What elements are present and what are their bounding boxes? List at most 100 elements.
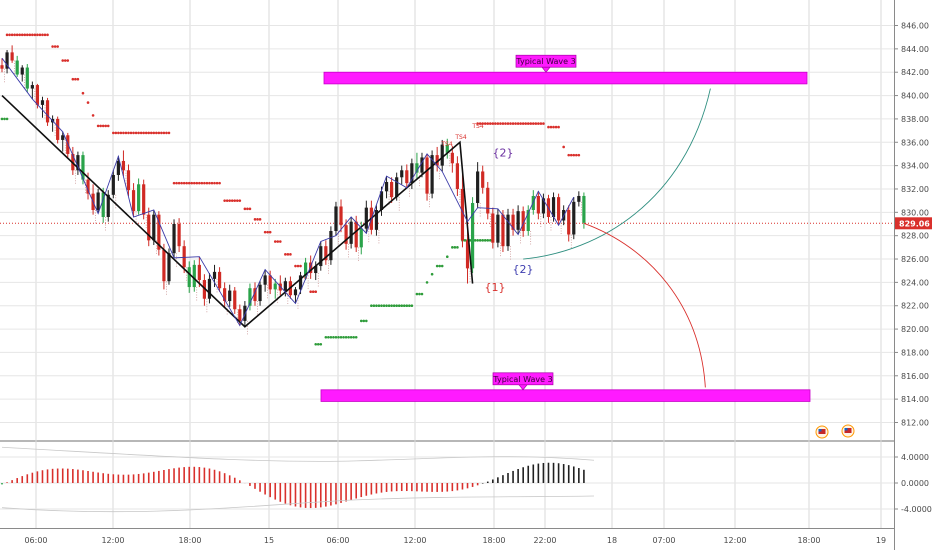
event-flag-icon bbox=[818, 429, 826, 434]
stop-dot bbox=[162, 131, 166, 135]
candle-body bbox=[501, 214, 505, 247]
stop-dot bbox=[420, 292, 424, 296]
candle-body bbox=[121, 160, 126, 171]
candle-body bbox=[460, 188, 465, 241]
candle-body bbox=[435, 155, 439, 166]
candle-body bbox=[516, 211, 520, 230]
stop-dot bbox=[46, 33, 49, 37]
stop-dot bbox=[263, 230, 267, 234]
stop-dot bbox=[408, 304, 411, 308]
stop-dot bbox=[190, 181, 194, 185]
stop-dot bbox=[213, 181, 216, 185]
stop-dot bbox=[182, 181, 186, 185]
stop-dot bbox=[144, 131, 148, 135]
stop-dot bbox=[347, 335, 350, 339]
stop-dot bbox=[344, 335, 348, 339]
ts-label: TS4 bbox=[471, 123, 483, 130]
stop-dot bbox=[359, 319, 363, 323]
stop-dot bbox=[476, 239, 479, 242]
stop-dot bbox=[28, 33, 32, 37]
candle-body bbox=[30, 85, 34, 89]
candle-body bbox=[192, 264, 196, 288]
stop-dot bbox=[519, 122, 522, 125]
stop-dot bbox=[74, 77, 77, 81]
candle-body bbox=[521, 211, 525, 232]
stop-dot bbox=[3, 117, 6, 121]
stop-dot bbox=[514, 122, 517, 125]
candle-body bbox=[359, 228, 363, 248]
price-tick-label: 842.00 bbox=[901, 68, 929, 77]
target-zones: Typical Wave 3 Typical Wave 3 bbox=[320, 54, 811, 402]
price-tick-label: 828.00 bbox=[901, 232, 929, 241]
stop-dot bbox=[266, 230, 269, 234]
stop-dot bbox=[23, 33, 27, 37]
stop-dot bbox=[99, 124, 102, 128]
stop-dot bbox=[387, 304, 391, 308]
stop-dot bbox=[365, 319, 368, 323]
candle-body bbox=[374, 209, 379, 230]
candle-body bbox=[15, 60, 19, 75]
stop-dot bbox=[160, 131, 163, 135]
projection-up-curve bbox=[523, 88, 711, 260]
candle-body bbox=[76, 155, 80, 171]
stop-dot bbox=[51, 45, 54, 48]
stop-dot bbox=[572, 153, 576, 157]
stop-dot bbox=[248, 207, 252, 211]
candle-body bbox=[5, 52, 9, 69]
stop-dot bbox=[289, 253, 292, 256]
stop-dot bbox=[488, 122, 492, 125]
candle-body bbox=[293, 289, 298, 296]
stop-dot bbox=[299, 264, 302, 268]
candle-body bbox=[440, 144, 444, 166]
price-tick-label: 822.00 bbox=[901, 302, 929, 311]
stop-dot bbox=[554, 125, 558, 129]
stop-dot bbox=[486, 239, 490, 242]
stop-dot bbox=[385, 304, 388, 308]
stop-dot bbox=[382, 304, 386, 308]
stop-dot bbox=[456, 246, 459, 249]
stop-dot bbox=[549, 125, 553, 129]
candle-body bbox=[96, 192, 100, 210]
stop-dot bbox=[66, 59, 70, 62]
stop-dot bbox=[445, 255, 449, 258]
candle-body bbox=[142, 184, 146, 215]
stop-dot bbox=[569, 153, 573, 157]
candle-body bbox=[334, 206, 338, 232]
candle-body bbox=[415, 163, 419, 173]
stop-dot bbox=[410, 304, 414, 308]
candle-body bbox=[177, 224, 181, 247]
candle-body bbox=[172, 224, 176, 254]
stop-dot bbox=[139, 131, 143, 135]
stop-dot bbox=[405, 304, 409, 308]
candle-body bbox=[223, 288, 227, 302]
stop-dot bbox=[552, 125, 555, 129]
candle-body bbox=[329, 231, 333, 261]
stop-dot bbox=[542, 122, 545, 125]
candle-body bbox=[567, 209, 571, 235]
candle-body bbox=[10, 52, 14, 61]
stop-dot bbox=[496, 122, 500, 125]
stop-dot bbox=[506, 122, 510, 125]
stop-dot bbox=[537, 122, 540, 125]
time-tick-label: 06:00 bbox=[24, 536, 47, 545]
stop-dot bbox=[377, 304, 381, 308]
time-tick-label: 18:00 bbox=[797, 536, 820, 545]
stop-dot bbox=[61, 59, 65, 62]
candle-body bbox=[572, 201, 576, 235]
stop-dot bbox=[208, 181, 211, 185]
stop-dot bbox=[481, 239, 485, 242]
candlesticks bbox=[0, 45, 586, 335]
stop-dot bbox=[316, 342, 320, 346]
stop-dot bbox=[397, 304, 401, 308]
stop-dot bbox=[511, 122, 515, 125]
stop-dot bbox=[481, 122, 485, 125]
stop-dot bbox=[547, 125, 550, 129]
stop-dot bbox=[41, 33, 44, 37]
stop-dot bbox=[400, 304, 404, 308]
zone-label: Typical Wave 3 bbox=[492, 375, 552, 384]
candle-body bbox=[309, 262, 313, 274]
stop-dot bbox=[38, 33, 42, 37]
